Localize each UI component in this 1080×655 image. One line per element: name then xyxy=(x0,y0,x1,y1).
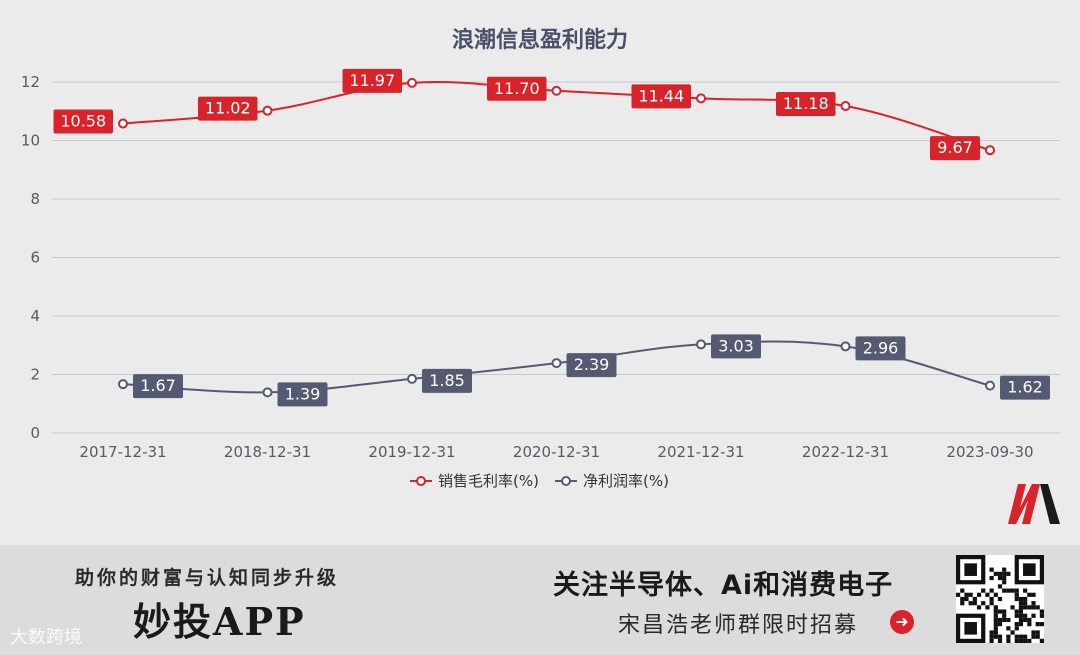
data-label-box xyxy=(631,84,691,109)
data-label-box xyxy=(53,109,113,134)
y-tick-label: 12 xyxy=(21,73,40,91)
data-point xyxy=(840,100,851,111)
y-tick-label: 8 xyxy=(30,190,40,208)
data-label-box xyxy=(711,334,761,359)
legend-label: 销售毛利率(%) xyxy=(438,472,539,490)
data-label: 11.18 xyxy=(783,94,829,113)
data-label: 10.58 xyxy=(60,112,106,131)
legend-marker xyxy=(561,476,571,486)
data-point xyxy=(840,341,851,352)
y-tick-label: 4 xyxy=(30,307,40,325)
data-label-box xyxy=(198,96,258,121)
data-label-box xyxy=(566,353,617,378)
data-point xyxy=(407,77,417,88)
data-label: 1.85 xyxy=(429,371,465,390)
data-point xyxy=(551,85,562,96)
legend-label: 净利润率(%) xyxy=(583,472,669,490)
data-label: 1.67 xyxy=(140,376,176,395)
data-label: 1.62 xyxy=(1007,378,1043,397)
data-label-box xyxy=(342,68,402,93)
data-point xyxy=(696,339,706,350)
data-label-box xyxy=(1000,375,1050,400)
x-tick-label: 2019-12-31 xyxy=(368,443,455,461)
banner-subtitle: 宋昌浩老师群限时招募 xyxy=(618,613,859,638)
data-point xyxy=(985,380,995,391)
data-point xyxy=(985,145,995,156)
qr-code-icon[interactable] xyxy=(956,555,1044,643)
banner-slogan: 助你的财富与认知同步升级 xyxy=(75,567,340,589)
data-label-box xyxy=(776,91,836,116)
data-label-box xyxy=(422,368,472,393)
y-tick-label: 6 xyxy=(30,249,40,267)
data-label-box xyxy=(487,76,547,101)
data-label: 11.02 xyxy=(205,99,251,118)
y-tick-label: 10 xyxy=(21,132,40,150)
x-tick-label: 2018-12-31 xyxy=(224,443,311,461)
x-tick-label: 2017-12-31 xyxy=(79,443,166,461)
data-label: 2.96 xyxy=(863,338,899,357)
y-tick-label: 0 xyxy=(30,424,40,442)
x-tick-label: 2021-12-31 xyxy=(657,443,744,461)
x-tick-label: 2022-12-31 xyxy=(802,443,889,461)
data-label: 11.97 xyxy=(349,71,395,90)
data-label-box xyxy=(930,136,980,161)
data-label: 9.67 xyxy=(937,138,973,157)
y-tick-label: 2 xyxy=(30,366,40,384)
data-point xyxy=(118,118,128,129)
data-label: 2.39 xyxy=(574,355,610,374)
data-point xyxy=(262,105,273,116)
data-label: 3.03 xyxy=(718,336,754,355)
chart-title: 浪潮信息盈利能力 xyxy=(452,27,628,53)
legend-marker xyxy=(416,476,426,486)
data-label: 11.70 xyxy=(494,79,540,98)
data-label: 1.39 xyxy=(285,384,321,403)
brand-logo-icon xyxy=(1008,484,1060,524)
arrow-right-icon[interactable]: ➜ xyxy=(890,610,914,634)
data-label-box xyxy=(277,382,328,407)
data-point xyxy=(262,387,273,398)
data-label: 11.44 xyxy=(638,86,684,105)
x-tick-label: 2020-12-31 xyxy=(513,443,600,461)
data-point xyxy=(696,93,706,104)
banner-headline: 关注半导体、Ai和消费电子 xyxy=(553,570,894,601)
data-point xyxy=(551,358,562,369)
promo-banner[interactable]: 助你的财富与认知同步升级 妙投APP 大数跨境 关注半导体、Ai和消费电子 宋昌… xyxy=(0,545,1080,655)
chart-area: 浪潮信息盈利能力 0 2 4 6 8 10 12 2017-12-31 2018-12-31 201… xyxy=(20,27,1060,524)
x-tick-label: 2023-09-30 xyxy=(946,443,1033,461)
data-label-box xyxy=(133,374,183,399)
data-point xyxy=(118,379,128,390)
line-chart: 浪潮信息盈利能力 0 2 4 6 8 10 12 2017-12-31 2018-12-31 201… xyxy=(21,27,1060,490)
data-point xyxy=(407,373,417,384)
banner-app-name: 妙投APP xyxy=(133,599,306,644)
watermark: 大数跨境 xyxy=(10,627,82,648)
data-label-box xyxy=(855,336,906,361)
